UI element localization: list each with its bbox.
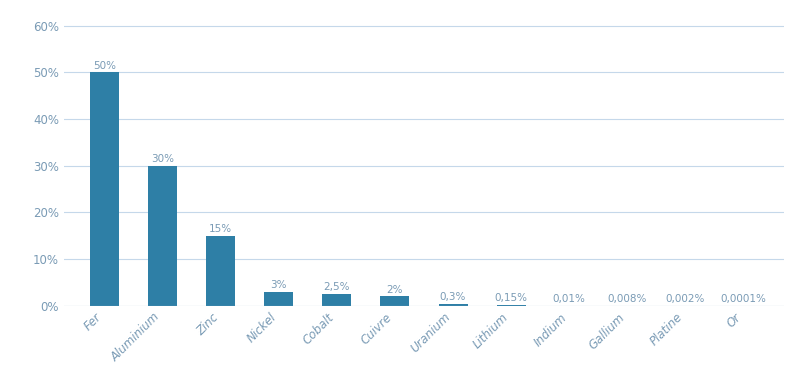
Bar [322, 294, 351, 306]
Text: 0,3%: 0,3% [440, 292, 466, 303]
Text: 15%: 15% [210, 224, 232, 234]
Text: 0,15%: 0,15% [494, 293, 527, 303]
Bar [206, 236, 235, 306]
Text: 2,5%: 2,5% [324, 282, 350, 292]
Bar [438, 304, 467, 306]
Text: 30%: 30% [151, 154, 174, 164]
Bar [90, 73, 119, 306]
Bar [381, 296, 410, 306]
Bar [264, 292, 294, 306]
Text: 50%: 50% [93, 60, 116, 71]
Text: 0,008%: 0,008% [607, 294, 647, 304]
Bar [497, 305, 526, 306]
Text: 0,002%: 0,002% [666, 294, 705, 304]
Text: 3%: 3% [270, 280, 287, 290]
Text: 2%: 2% [386, 285, 403, 294]
Text: 0,01%: 0,01% [553, 294, 586, 304]
Bar [148, 166, 178, 306]
Text: 0,0001%: 0,0001% [721, 294, 766, 304]
